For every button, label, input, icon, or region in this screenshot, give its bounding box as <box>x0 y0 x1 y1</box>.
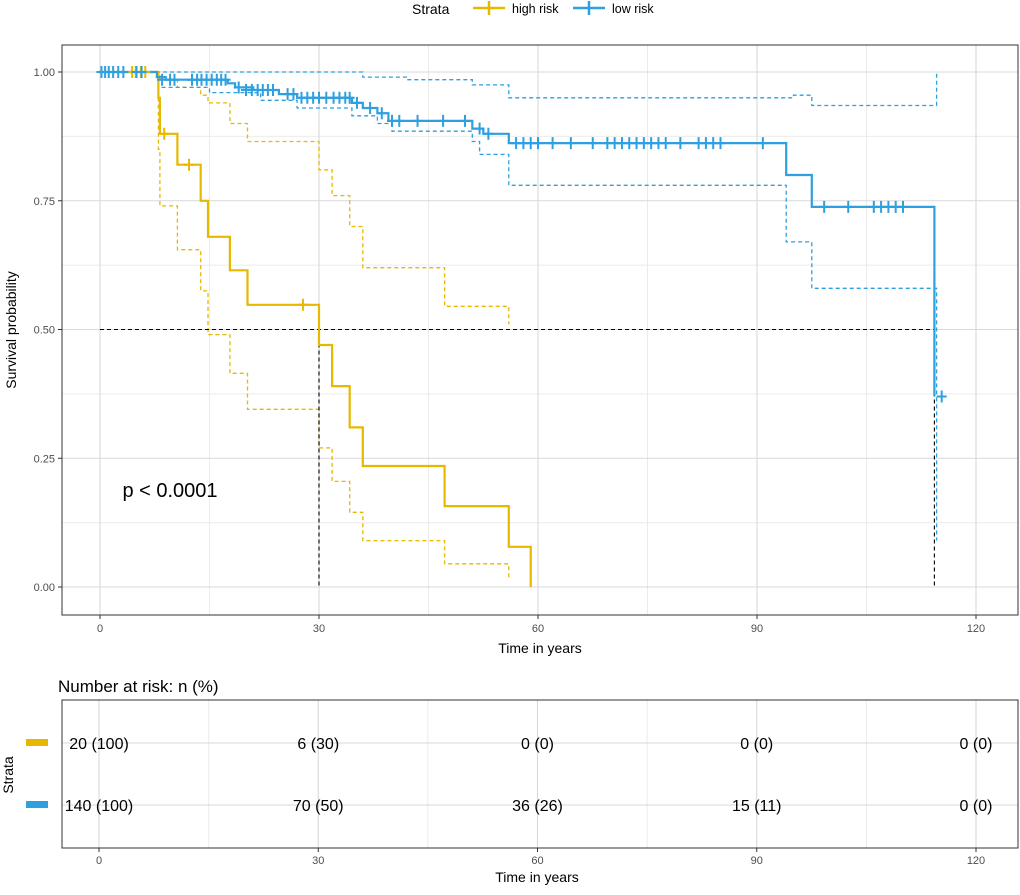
survival-plot: 0.00 0.25 0.50 0.75 1.00 0 30 60 90 120 p < 0.00… <box>3 44 1019 656</box>
censor-marks <box>96 66 947 403</box>
censor-mark-low-risk <box>587 137 598 150</box>
censor-mark-low-risk <box>565 137 576 150</box>
censor-mark-low-risk <box>136 66 147 78</box>
risk-table-cells: 20 (100) 6 (30) 0 (0) 0 (0) 0 (0) 140 (100) 70… <box>65 736 993 815</box>
risk-x-tick-label: 90 <box>751 855 763 867</box>
risk-cell-high-risk: 20 (100) <box>69 736 129 753</box>
censor-mark-low-risk <box>344 91 355 104</box>
p-value-annotation: p < 0.0001 <box>122 480 217 502</box>
censor-mark-low-risk <box>376 107 387 120</box>
censor-mark-high-risk <box>184 158 195 171</box>
censor-mark-low-risk <box>118 66 129 78</box>
risk-x-tick-label: 0 <box>96 855 102 867</box>
risk-table-x-ticks: 0 30 60 90 120 <box>96 848 985 867</box>
risk-row-swatch-high-risk <box>26 739 48 746</box>
risk-x-tick-label: 120 <box>967 855 985 867</box>
risk-x-tick-label: 60 <box>531 855 543 867</box>
censor-mark-low-risk <box>412 114 423 127</box>
x-axis-title: Time in years <box>498 640 582 656</box>
y-axis-ticks: 0.00 0.25 0.50 0.75 1.00 <box>34 67 62 594</box>
censor-mark-low-risk <box>898 200 908 213</box>
risk-row-swatch-low-risk <box>26 801 48 808</box>
x-tick-label: 120 <box>967 623 985 635</box>
censor-mark-low-risk <box>936 390 947 403</box>
risk-cell-low-risk: 140 (100) <box>65 798 134 815</box>
ci-upper-low-risk <box>100 71 938 107</box>
risk-table-x-title: Time in years <box>495 869 579 885</box>
survival-curves <box>100 70 936 587</box>
survival-curve-low-risk <box>100 70 936 397</box>
y-tick-label: 0.00 <box>34 582 55 594</box>
risk-table-grid <box>62 700 1018 848</box>
censor-mark-low-risk <box>757 137 768 150</box>
ci-lower-low-risk <box>100 71 938 541</box>
censor-mark-low-risk <box>268 84 279 97</box>
y-tick-label: 0.25 <box>34 453 55 465</box>
x-tick-label: 60 <box>532 623 544 635</box>
x-tick-label: 90 <box>751 623 763 635</box>
ci-lower-high-risk <box>100 71 510 580</box>
risk-table-background <box>62 700 1018 848</box>
censor-mark-low-risk <box>843 200 854 213</box>
censor-mark-low-risk <box>660 137 671 150</box>
risk-table: Number at risk: n (%) 20 (100) 6 (30) 0 (0… <box>0 677 1019 885</box>
risk-cell-high-risk: 0 (0) <box>740 736 773 753</box>
risk-cell-high-risk: 6 (30) <box>297 736 339 753</box>
risk-cell-high-risk: 0 (0) <box>960 736 993 753</box>
x-axis-ticks: 0 30 60 90 120 <box>97 615 985 635</box>
y-tick-label: 1.00 <box>34 67 55 79</box>
risk-cell-low-risk: 36 (26) <box>512 798 563 815</box>
confidence-bands <box>100 71 938 580</box>
censor-mark-low-risk <box>351 96 362 109</box>
censor-mark-low-risk <box>715 137 726 150</box>
ci-upper-high-risk <box>100 71 510 325</box>
y-axis-title: Survival probability <box>3 271 19 389</box>
censor-mark-low-risk <box>533 137 543 150</box>
censor-mark-low-risk <box>474 122 485 135</box>
risk-cell-low-risk: 15 (11) <box>732 798 782 815</box>
risk-table-y-title: Strata <box>0 756 16 794</box>
censor-mark-low-risk <box>365 102 376 115</box>
censor-mark-low-risk <box>675 137 686 150</box>
x-tick-label: 0 <box>97 623 103 635</box>
censor-mark-high-risk <box>297 298 308 311</box>
censor-mark-low-risk <box>288 88 299 101</box>
legend-label-low-risk: low risk <box>612 2 654 16</box>
censor-mark-low-risk <box>169 73 180 86</box>
y-tick-label: 0.75 <box>34 196 55 208</box>
survival-curve-high-risk <box>100 70 532 587</box>
censor-mark-low-risk <box>220 73 231 86</box>
risk-table-border <box>61 699 1019 849</box>
censor-mark-low-risk <box>547 137 558 150</box>
censor-mark-low-risk <box>233 81 244 94</box>
risk-x-tick-label: 30 <box>312 855 324 867</box>
censor-mark-low-risk <box>460 114 470 127</box>
censor-mark-low-risk <box>438 114 449 127</box>
risk-table-title: Number at risk: n (%) <box>58 677 219 696</box>
risk-cell-low-risk: 0 (0) <box>960 798 993 815</box>
risk-cell-low-risk: 70 (50) <box>293 798 344 815</box>
censor-mark-high-risk <box>159 127 170 140</box>
risk-cell-high-risk: 0 (0) <box>521 736 554 753</box>
y-tick-label: 0.50 <box>34 325 55 337</box>
censor-mark-low-risk <box>819 200 830 213</box>
legend-label-high-risk: high risk <box>512 2 559 16</box>
legend: Strata high risk low risk <box>412 1 654 17</box>
censor-mark-low-risk <box>394 114 405 127</box>
censor-mark-low-risk <box>483 127 494 140</box>
x-tick-label: 30 <box>313 623 325 635</box>
legend-title: Strata <box>412 1 450 17</box>
